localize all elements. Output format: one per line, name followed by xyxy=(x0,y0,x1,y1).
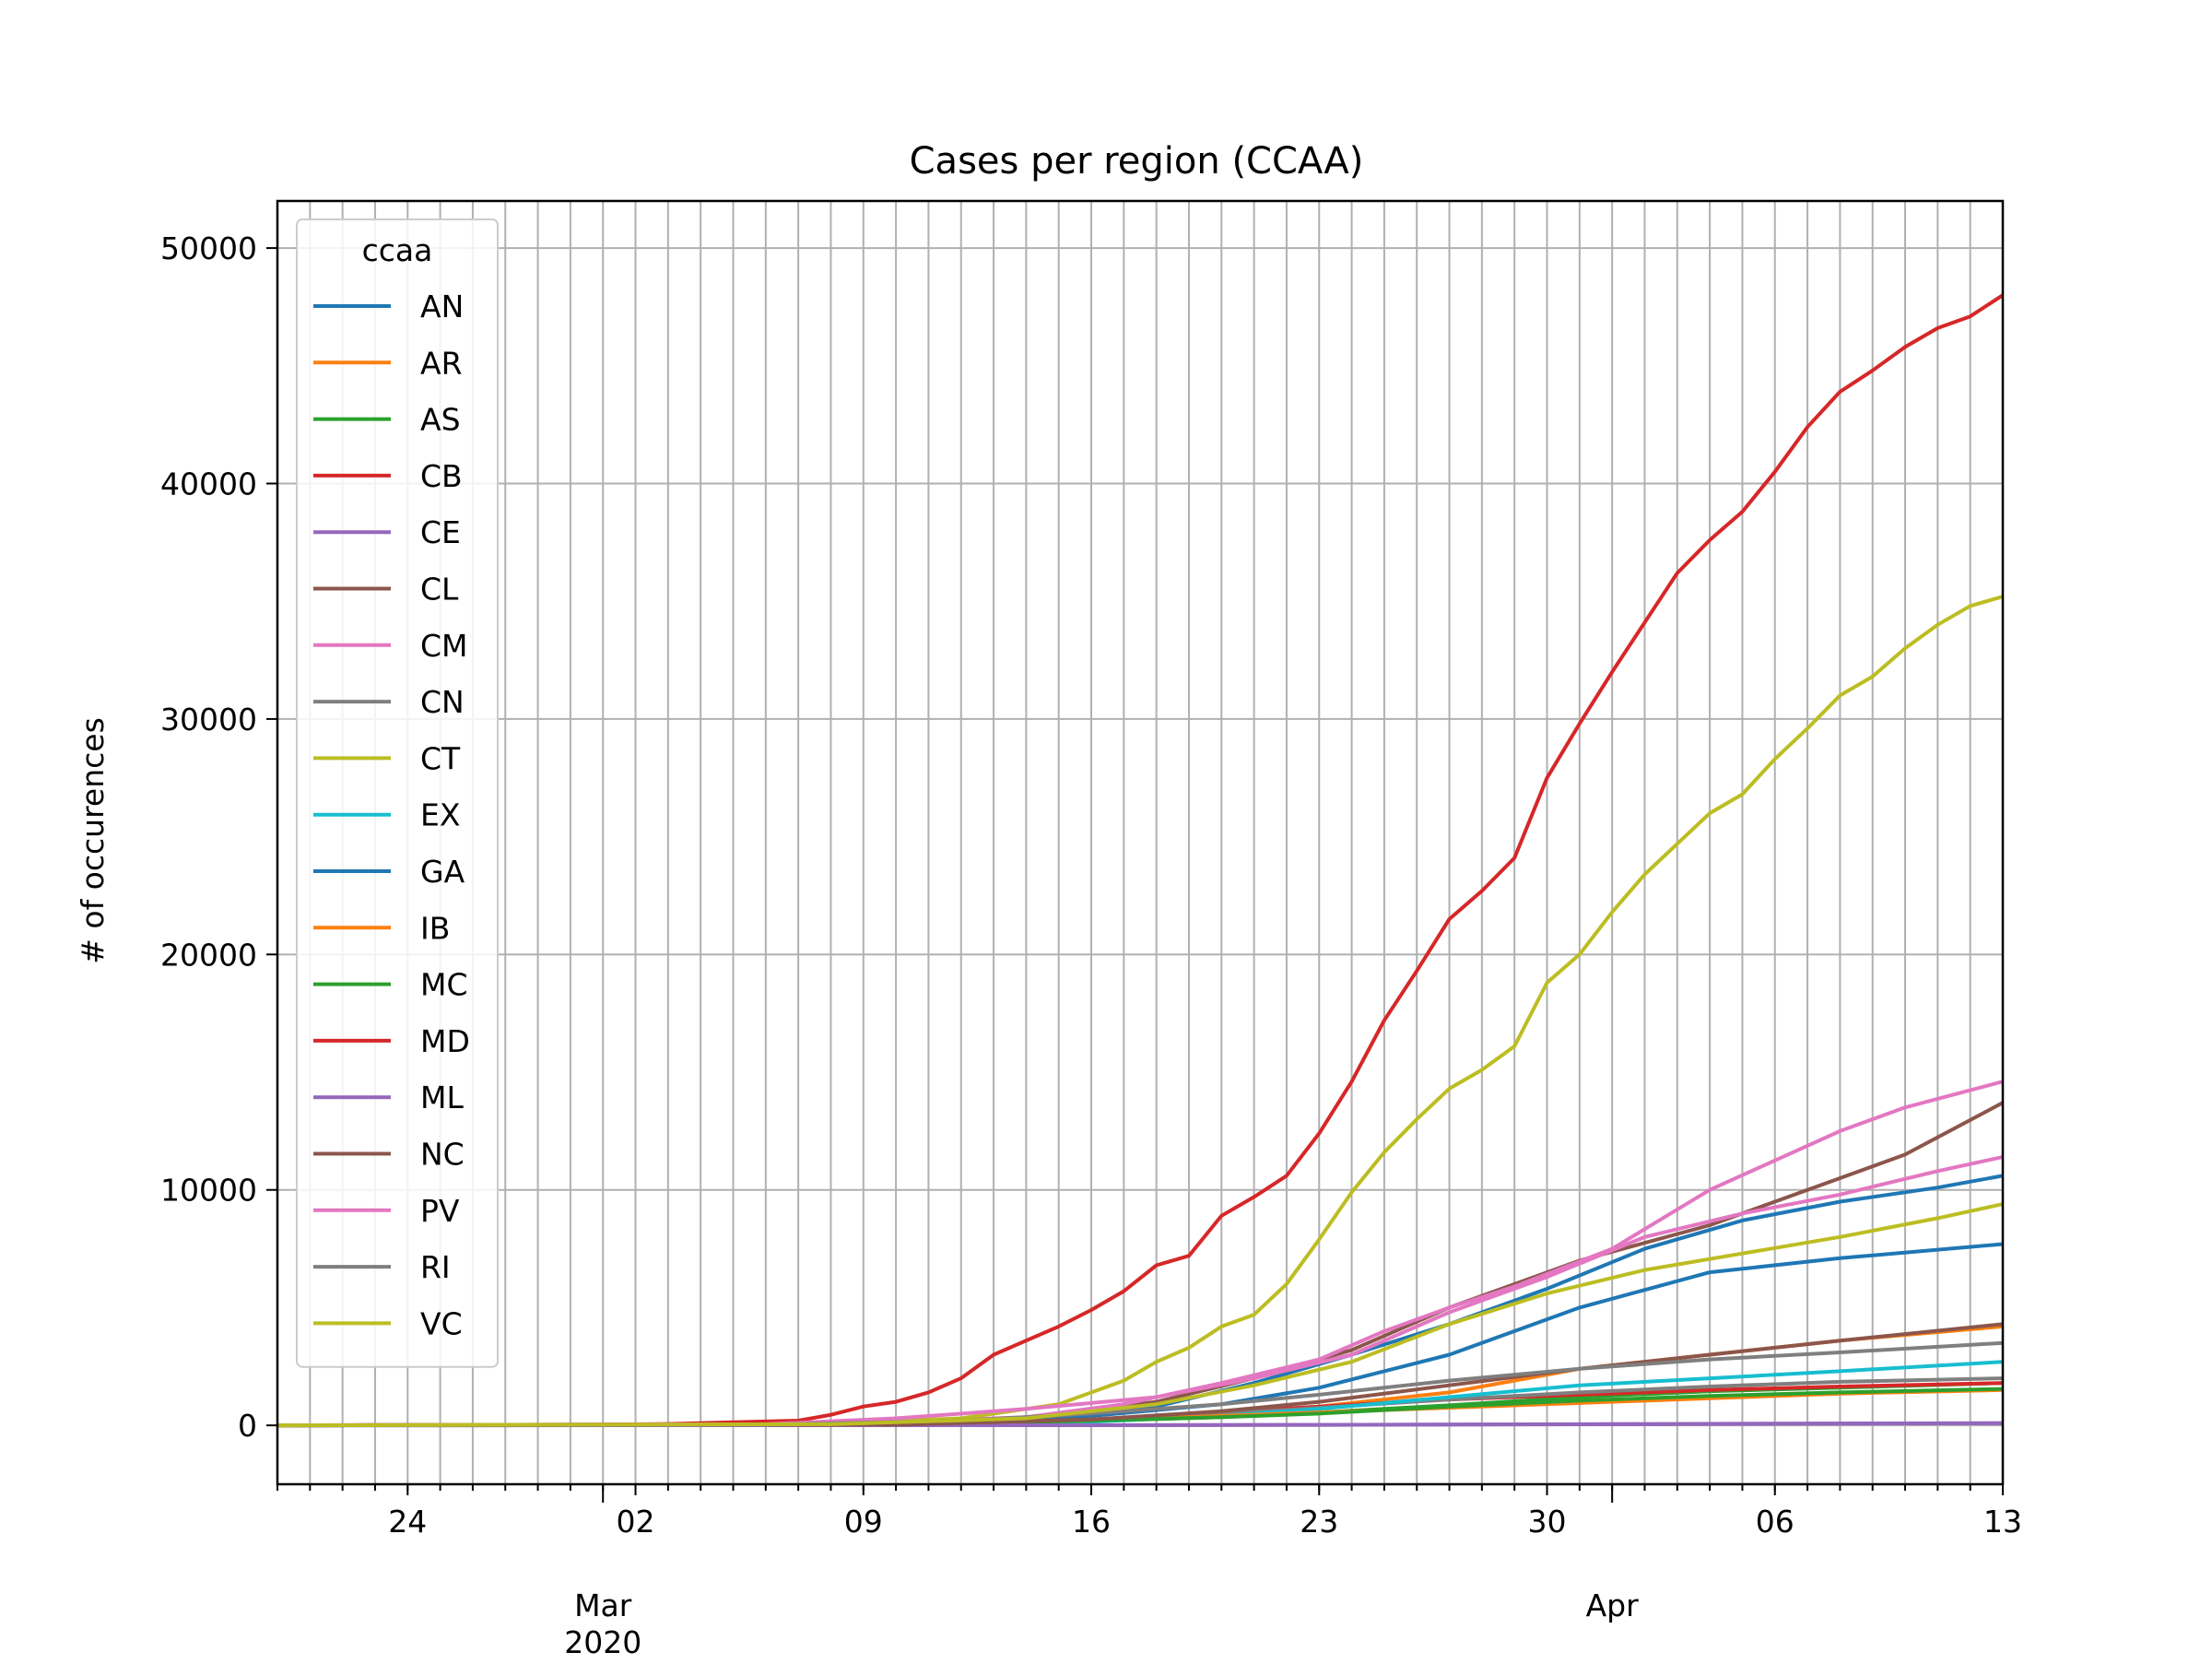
y-axis-label: # of occurences xyxy=(75,717,111,964)
legend-label-ce: CE xyxy=(420,514,461,550)
legend-label-an: AN xyxy=(420,289,464,325)
x-tick-label: 16 xyxy=(1072,1504,1111,1540)
legend-label-ml: ML xyxy=(420,1080,464,1115)
x-month-label: Apr xyxy=(1586,1587,1640,1623)
legend: ccaa AN AR AS CB CE CL CM CN CT EX GA IB MC MD ML NC PV RI… xyxy=(297,219,498,1367)
x-tick-label: 06 xyxy=(1756,1504,1794,1540)
legend-label-ar: AR xyxy=(420,345,463,381)
legend-label-cn: CN xyxy=(420,684,465,720)
y-tick-label: 10000 xyxy=(160,1173,257,1209)
legend-label-md: MD xyxy=(420,1023,470,1059)
legend-label-ex: EX xyxy=(420,797,460,833)
y-tick-label: 30000 xyxy=(160,702,257,738)
x-tick-label: 02 xyxy=(617,1504,655,1540)
legend-label-ct: CT xyxy=(420,740,461,776)
legend-label-mc: MC xyxy=(420,967,468,1003)
legend-label-vc: VC xyxy=(420,1305,463,1341)
x-tick-label: 24 xyxy=(388,1504,427,1540)
legend-label-cb: CB xyxy=(420,458,463,494)
legend-label-nc: NC xyxy=(420,1137,465,1173)
x-tick-label: 13 xyxy=(1983,1504,2022,1540)
y-tick-label: 40000 xyxy=(160,466,257,502)
legend-label-as: AS xyxy=(420,402,461,438)
x-tick-label: 30 xyxy=(1528,1504,1567,1540)
legend-label-ib: IB xyxy=(420,910,450,946)
legend-label-cm: CM xyxy=(420,628,468,664)
x-year-label: 2020 xyxy=(564,1624,641,1659)
legend-label-ga: GA xyxy=(420,854,465,890)
legend-label-ri: RI xyxy=(420,1249,451,1285)
chart-title: Cases per region (CCAA) xyxy=(910,140,1364,183)
y-tick-label: 20000 xyxy=(160,937,257,973)
y-tick-label: 50000 xyxy=(160,230,257,266)
x-month-label: Mar xyxy=(574,1587,632,1623)
x-tick-label: 09 xyxy=(844,1504,883,1540)
legend-title: ccaa xyxy=(362,232,433,268)
x-tick-label: 23 xyxy=(1300,1504,1338,1540)
legend-label-cl: CL xyxy=(420,572,459,608)
legend-box xyxy=(297,219,498,1367)
y-tick-label: 0 xyxy=(238,1408,257,1444)
legend-label-pv: PV xyxy=(420,1193,460,1229)
